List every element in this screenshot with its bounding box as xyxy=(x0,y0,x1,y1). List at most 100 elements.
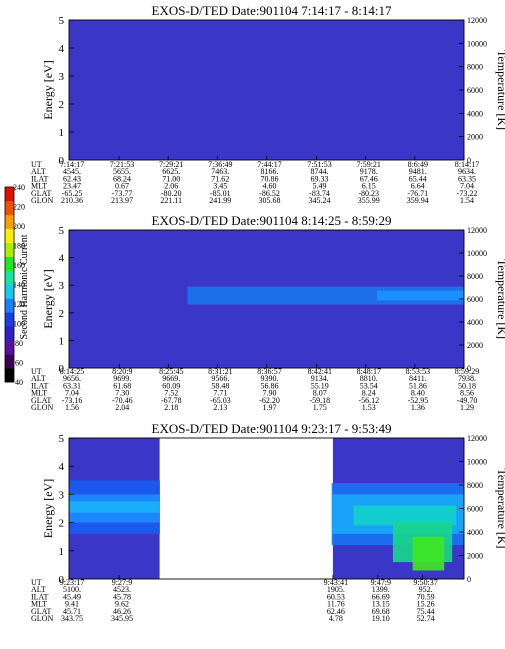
colorbar-tick-label: 240 xyxy=(13,183,25,192)
y-axis-label: Energy [eV] xyxy=(41,269,55,328)
orbit-value-mlt: 7.52 xyxy=(164,389,178,398)
y-tick-label: 0 xyxy=(59,155,65,167)
y-axis-label: Energy [eV] xyxy=(41,479,55,538)
orbit-value-ilat: 70.59 xyxy=(417,592,435,601)
orbit-value-glon: 2.18 xyxy=(164,403,178,412)
orbit-value-alt: 9669. xyxy=(162,374,180,383)
orbit-value-alt: 4545. xyxy=(63,167,81,176)
orbit-row-label: GLON xyxy=(31,614,53,623)
y-tick-label: 3 xyxy=(59,280,65,292)
orbit-value-alt: 9178. xyxy=(360,167,378,176)
colorbar-tick-label: 200 xyxy=(13,222,25,231)
orbit-value-glat: 69.68 xyxy=(372,607,390,616)
colorbar-segment xyxy=(5,214,14,230)
orbit-value-glon: 1.75 xyxy=(313,403,327,412)
y-right-tick-label: 12000 xyxy=(467,16,487,25)
orbit-value-ut: 7:21:53 xyxy=(110,160,134,169)
orbit-value-glat: -65.03 xyxy=(210,396,231,405)
orbit-value-ilat: 70.86 xyxy=(261,174,279,183)
orbit-value-ut: 7:29:21 xyxy=(159,160,183,169)
y-tick-label: 3 xyxy=(59,489,65,501)
colorbar-label: Second Harmonic Current xyxy=(19,234,30,339)
y-tick-label: 1 xyxy=(59,127,65,139)
colorbar-tick-label: 100 xyxy=(13,320,25,329)
orbit-value-ut: 7:14:17 xyxy=(60,160,84,169)
colorbar-segment xyxy=(5,354,14,369)
y-axis-label: Energy [eV] xyxy=(41,60,55,119)
y-right-tick-label: 0 xyxy=(467,156,471,165)
colorbar-tick-label: 120 xyxy=(13,300,25,309)
colorbar-gradient xyxy=(5,187,14,383)
orbit-value-ilat: 63.31 xyxy=(63,381,81,390)
orbit-value-ilat: 61.68 xyxy=(113,381,131,390)
orbit-value-mlt: 15.26 xyxy=(417,600,435,609)
energy-band xyxy=(69,501,160,513)
orbit-value-mlt: 13.15 xyxy=(372,600,390,609)
colorbar-tick-label: 60 xyxy=(15,359,23,368)
y-right-tick-label: 4000 xyxy=(467,109,483,118)
orbit-value-glon: 355.99 xyxy=(358,196,380,205)
orbit-value-alt: 9699. xyxy=(113,374,131,383)
orbit-value-glon: 1.36 xyxy=(411,403,425,412)
orbit-value-alt: 8411. xyxy=(409,374,427,383)
orbit-value-ut: 7:36:49 xyxy=(208,160,232,169)
orbit-value-alt: 7463. xyxy=(211,167,229,176)
orbit-value-alt: 9634. xyxy=(458,167,476,176)
orbit-value-ut: 7:51:53 xyxy=(307,160,331,169)
y-tick-label: 5 xyxy=(59,15,65,27)
y-right-tick-label: 2000 xyxy=(467,133,483,142)
orbit-value-ut: 8:25:45 xyxy=(159,367,183,376)
y-right-tick-label: 10000 xyxy=(467,458,487,467)
orbit-value-mlt: 9.41 xyxy=(65,600,79,609)
orbit-value-mlt: 7.90 xyxy=(263,389,277,398)
orbit-row-label: UT xyxy=(31,367,42,376)
orbit-value-glat: 45.71 xyxy=(63,607,81,616)
orbit-value-glat: -52.95 xyxy=(408,396,429,405)
y-tick-label: 2 xyxy=(59,308,65,320)
colorbar-tick-label: 180 xyxy=(13,242,25,251)
colorbar-tick-label: 80 xyxy=(15,339,23,348)
orbit-value-glon: 1.53 xyxy=(362,403,376,412)
orbit-value-ilat: 56.86 xyxy=(261,381,279,390)
orbit-value-mlt: 6.15 xyxy=(362,182,376,191)
orbit-value-mlt: 8.24 xyxy=(362,389,376,398)
panel-title: EXOS-D/TED Date:901104 9:23:17 - 9:53:49 xyxy=(152,421,392,436)
orbit-value-glon: 213.97 xyxy=(111,196,133,205)
orbit-value-ut: 9:43:41 xyxy=(324,578,348,587)
orbit-row-label: MLT xyxy=(31,600,47,609)
orbit-value-glon: 345.24 xyxy=(309,196,331,205)
orbit-value-glat: -65.25 xyxy=(62,189,83,198)
orbit-value-ilat: 50.18 xyxy=(458,381,476,390)
orbit-value-glon: 1.97 xyxy=(263,403,277,412)
orbit-value-ut: 9:27:9 xyxy=(112,578,132,587)
orbit-row-label: ILAT xyxy=(31,592,48,601)
orbit-value-ilat: 45.49 xyxy=(63,592,81,601)
orbit-value-alt: 1905. xyxy=(327,585,345,594)
orbit-value-ilat: 67.46 xyxy=(360,174,378,183)
orbit-value-alt: 8166. xyxy=(261,167,279,176)
orbit-value-glat: 62.46 xyxy=(327,607,345,616)
colorbar-tick-label: 160 xyxy=(13,261,25,270)
orbit-value-glon: 2.04 xyxy=(115,403,129,412)
y-right-tick-label: 6000 xyxy=(467,86,483,95)
orbit-value-alt: 9566. xyxy=(211,374,229,383)
orbit-value-mlt: 8.40 xyxy=(411,389,425,398)
orbit-value-ut: 8:20:9 xyxy=(112,367,132,376)
orbit-value-glat: -83.74 xyxy=(309,189,330,198)
y-tick-label: 0 xyxy=(59,363,65,375)
y-tick-label: 5 xyxy=(59,433,65,445)
orbit-value-alt: 8810. xyxy=(360,374,378,383)
panel-1: EXOS-D/TED Date:901104 7:14:17 - 8:14:17… xyxy=(31,3,505,205)
colorbar-segment xyxy=(5,228,14,244)
colorbar-segment xyxy=(5,298,14,313)
orbit-value-ut: 7:44:17 xyxy=(257,160,281,169)
orbit-value-ilat: 63.35 xyxy=(458,174,476,183)
orbit-value-glon: 305.68 xyxy=(259,196,281,205)
orbit-value-mlt: 7.04 xyxy=(65,389,79,398)
orbit-value-ut: 8:31:21 xyxy=(208,367,232,376)
orbit-value-mlt: 7.71 xyxy=(213,389,227,398)
orbit-value-ilat: 60.09 xyxy=(162,381,180,390)
colorbar: 40 60 80 100 120 140 160 180 200 220 240 Second Ha… xyxy=(4,183,30,387)
orbit-value-ut: 8:48:17 xyxy=(357,367,381,376)
orbit-value-ut: 8:53:53 xyxy=(406,367,430,376)
